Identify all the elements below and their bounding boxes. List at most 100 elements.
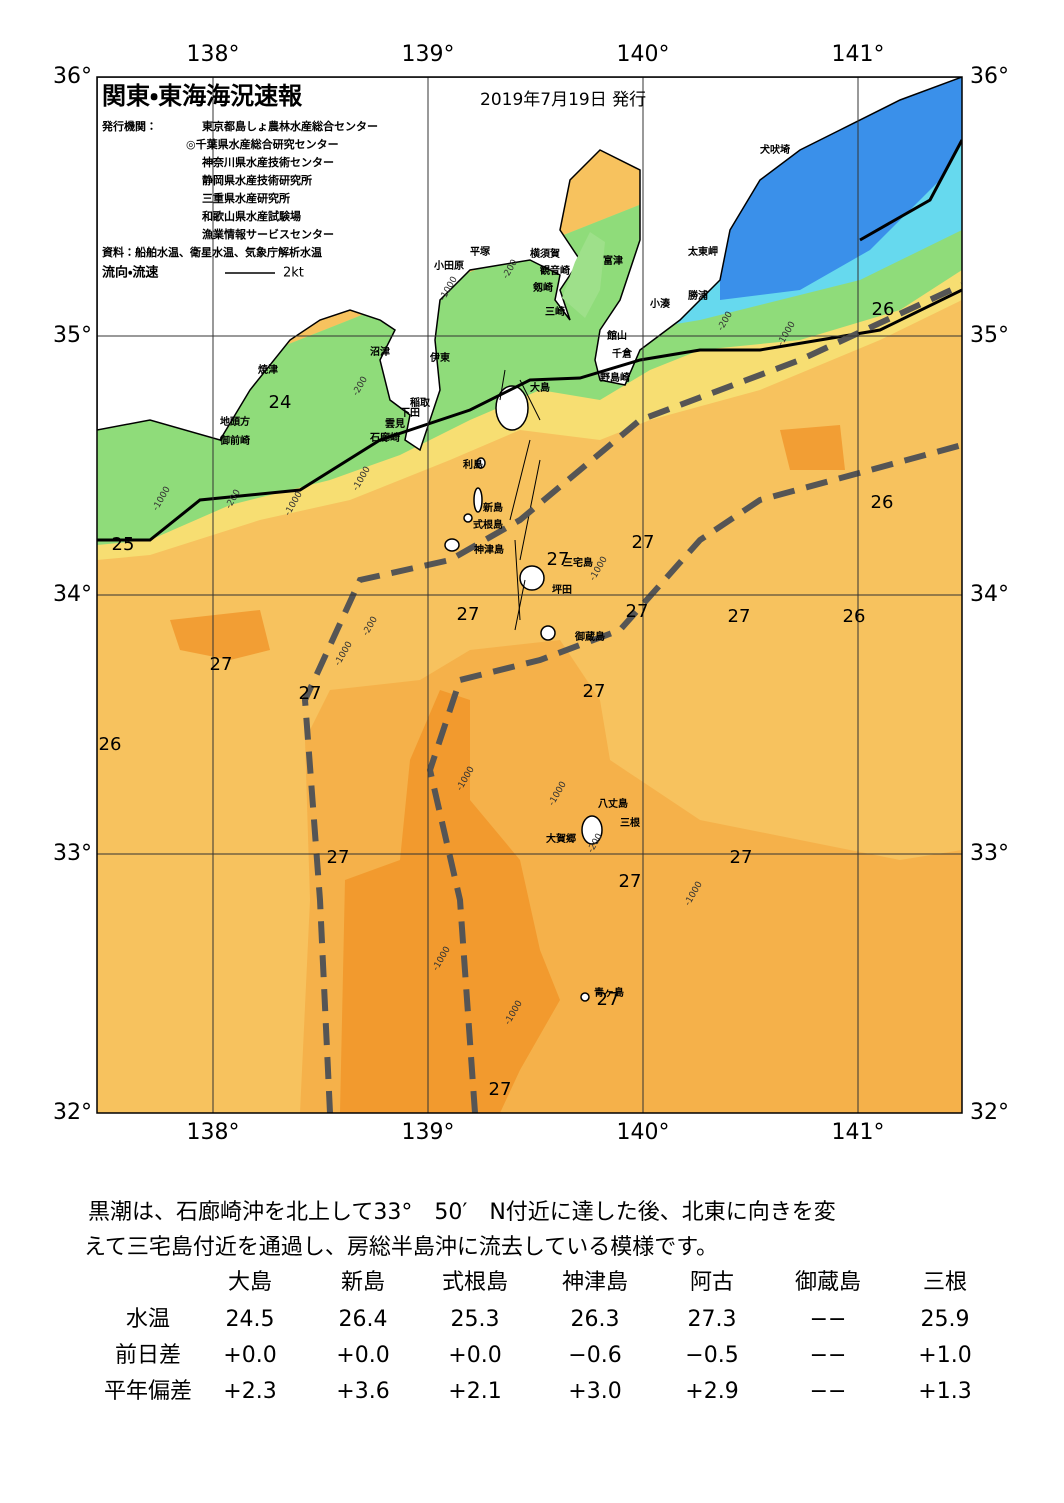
lon-label: 139°	[402, 42, 455, 67]
place-name: 下田	[400, 407, 420, 419]
temperature-label: 26	[99, 734, 122, 755]
map-area	[97, 77, 962, 1113]
lon-label: 140°	[617, 1120, 670, 1145]
place-name: 伊東	[429, 351, 450, 364]
place-name: 利島	[463, 458, 483, 471]
table-cell: +0.0	[336, 1343, 389, 1368]
temperature-label: 27	[728, 606, 751, 627]
isotherm	[859, 139, 962, 242]
place-name: 御蔵島	[574, 630, 605, 643]
table-cell: 27.3	[688, 1307, 737, 1332]
title: 関東・東海海況速報	[102, 82, 303, 110]
place-name: 大島	[530, 381, 550, 394]
legend-scale: 2kt	[283, 266, 304, 281]
table-cell: +1.0	[918, 1343, 971, 1368]
temperature-label: 27	[457, 604, 480, 625]
summary-text: えて三宅島付近を通過し、房総半島沖に流去している模様です。	[84, 1235, 718, 1260]
isotherm	[97, 288, 962, 542]
place-name: 犬吠埼	[760, 143, 790, 156]
table-header: 新島	[341, 1270, 385, 1295]
sea-warmest	[340, 690, 560, 1113]
temperature-label: 27	[597, 989, 620, 1010]
table-header: 大島	[228, 1270, 272, 1295]
source: 資料：船舶水温、衛星水温、気象庁解析水温	[102, 245, 322, 259]
table-cell: −−	[810, 1307, 847, 1332]
place-name: 三根	[620, 816, 641, 829]
lon-label: 138°	[187, 42, 240, 67]
table-cell: +3.6	[336, 1379, 389, 1404]
place-name: 式根島	[473, 518, 503, 531]
place-name: 大賀郷	[546, 832, 576, 845]
place-name: 坪田	[552, 583, 572, 596]
lon-label: 140°	[617, 42, 670, 67]
place-name: 三崎	[545, 305, 565, 318]
temperature-label: 26	[843, 606, 866, 627]
place-name: 石廊崎	[369, 431, 400, 444]
table-cell: +3.0	[568, 1379, 621, 1404]
lon-label: 141°	[832, 1120, 885, 1145]
lon-label: 139°	[402, 1120, 455, 1145]
temperature-label: 24	[269, 392, 292, 413]
temperature-label: 27	[583, 681, 606, 702]
place-name: 八丈島	[598, 797, 628, 810]
table-header: 阿古	[690, 1270, 734, 1295]
temperature-label: 26	[872, 299, 895, 320]
table-cell: 26.4	[339, 1307, 388, 1332]
temperature-label: 27	[489, 1079, 512, 1100]
lat-label: 34°	[970, 582, 1009, 607]
row-label: 前日差	[115, 1343, 181, 1368]
issuers: 東京都島しょ農林水産総合センター ◎千葉県水産総合研究センター神奈川県水産技術セン…	[186, 119, 378, 241]
temperature-label: 27	[619, 871, 642, 892]
kuroshio-axis	[426, 442, 962, 1113]
table-cell: −−	[810, 1343, 847, 1368]
issuer: ◎千葉県水産総合研究センター	[186, 137, 339, 151]
table-header: 御蔵島	[795, 1270, 861, 1295]
place-name: 地頭方	[220, 415, 250, 428]
table-cell: +2.1	[448, 1379, 501, 1404]
lon-label: 138°	[187, 1120, 240, 1145]
table-cell: +0.0	[448, 1343, 501, 1368]
grid	[97, 77, 962, 1113]
lat-label: 35°	[970, 323, 1009, 348]
issuer: 三重県水産研究所	[202, 191, 290, 205]
temperature-label: 27	[730, 847, 753, 868]
temperature-label: 26	[871, 492, 894, 513]
temperature-label: 27	[327, 847, 350, 868]
table-header: 式根島	[442, 1270, 508, 1295]
place-name: 観音崎	[540, 264, 570, 277]
place-name: 青ヶ島	[594, 986, 624, 999]
table-cell: 25.3	[451, 1307, 500, 1332]
lon-label: 141°	[832, 42, 885, 67]
table-cell: −0.5	[685, 1343, 738, 1368]
temperature-label: 27	[210, 654, 233, 675]
land	[97, 77, 962, 452]
table-header: 三根	[923, 1270, 967, 1295]
place-name: 勝浦	[688, 289, 708, 302]
issuer: 漁業情報サービスセンター	[202, 227, 334, 241]
lat-label: 33°	[970, 841, 1009, 866]
temperature-label: 25	[112, 534, 135, 555]
place-name: 三宅島	[563, 556, 593, 569]
summary-text: 黒潮は、石廊崎沖を北上して33° 50′ N付近に達した後、北東に向きを変	[88, 1200, 836, 1225]
table-cell: +1.3	[918, 1379, 971, 1404]
issuer: 静岡県水産技術研究所	[202, 173, 312, 187]
place-name: 野島崎	[600, 371, 630, 384]
lat-label: 36°	[53, 64, 92, 89]
lat-label: 34°	[53, 582, 92, 607]
table-cell: 25.9	[921, 1307, 970, 1332]
temperature-label: 27	[632, 532, 655, 553]
lat-label: 33°	[53, 841, 92, 866]
place-name: 沼津	[370, 345, 390, 358]
place-name: 雲見	[385, 418, 405, 430]
lat-label: 32°	[970, 1100, 1009, 1125]
place-name: 横須賀	[530, 247, 560, 260]
place-name: 太東岬	[687, 245, 718, 258]
temperature-label: 27	[547, 549, 570, 570]
lat-label: 32°	[53, 1100, 92, 1125]
lat-label: 35°	[53, 323, 92, 348]
row-label: 水温	[126, 1307, 170, 1332]
table-cell: +2.9	[685, 1379, 738, 1404]
place-name: 剱崎	[532, 281, 553, 294]
issuer: 和歌山県水産試験場	[202, 209, 301, 223]
